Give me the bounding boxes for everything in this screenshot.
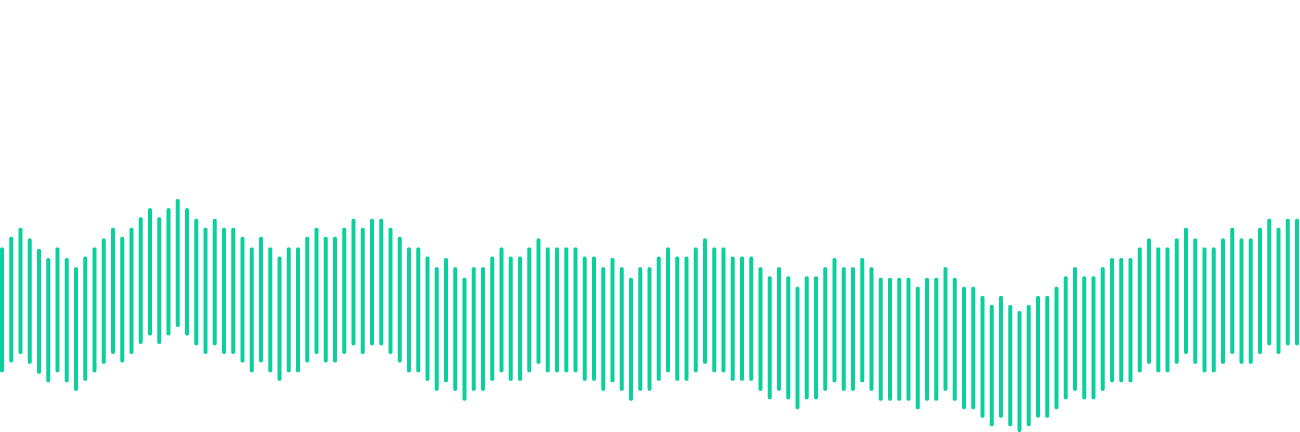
audio-waveform bbox=[0, 199, 1299, 432]
waveform-canvas bbox=[0, 199, 1299, 432]
